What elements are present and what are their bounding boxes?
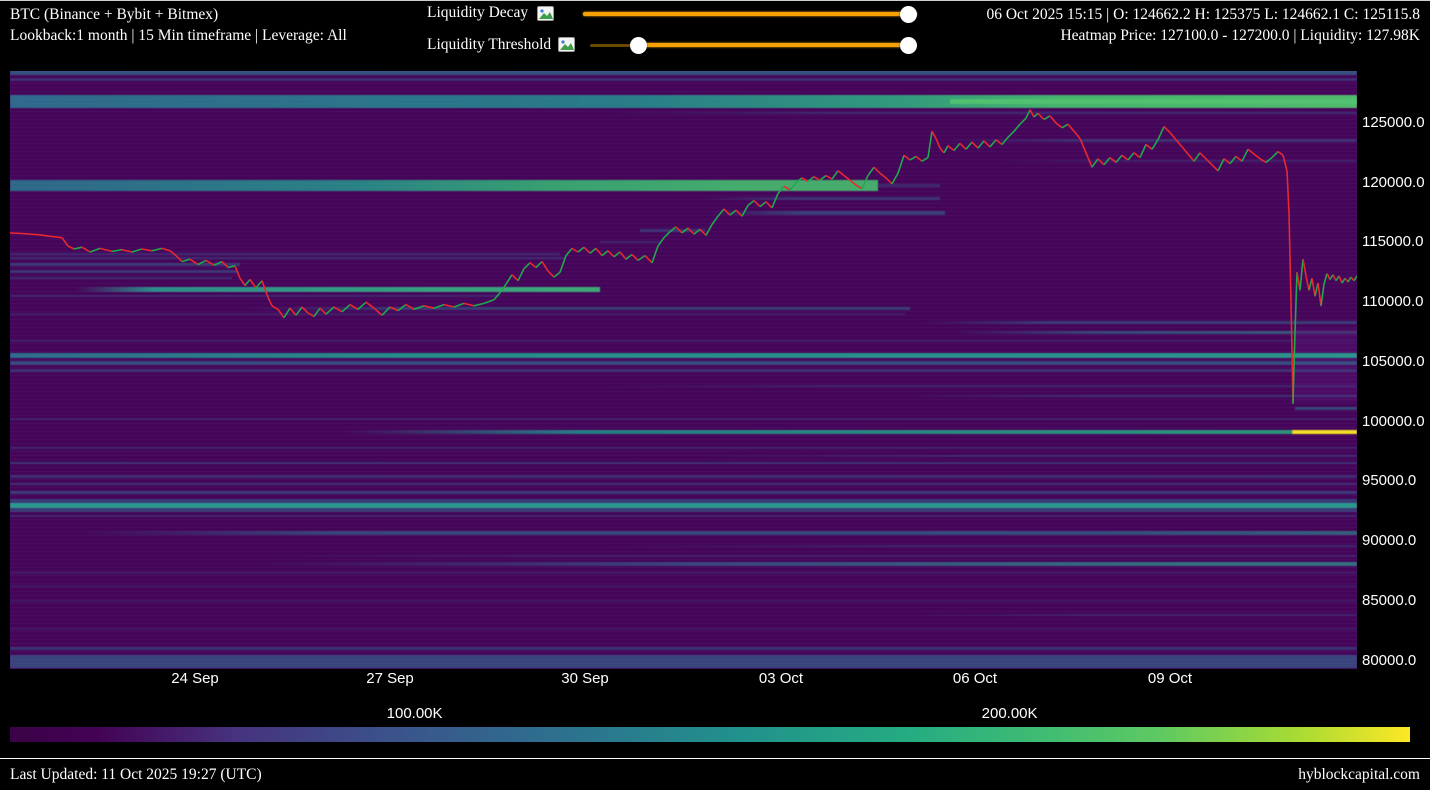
header-left: BTC (Binance + Bybit + Bitmex) Lookback:… (10, 4, 347, 46)
page-title: BTC (Binance + Bybit + Bitmex) (10, 4, 347, 25)
x-tick-label: 24 Sep (171, 670, 219, 687)
y-tick-label: 105000.0 (1362, 353, 1425, 370)
liquidity-decay-label: Liquidity Decay (427, 4, 528, 22)
colorbar-tick-label: 200.00K (982, 705, 1038, 722)
site-link[interactable]: hyblockcapital.com (1298, 766, 1420, 784)
y-tick-label: 125000.0 (1362, 114, 1425, 131)
colorbar-tick-label: 100.00K (387, 705, 443, 722)
price-axis: 125000.0 120000.0 115000.0 110000.0 105000.0… (1362, 71, 1430, 669)
y-tick-label: 90000.0 (1362, 532, 1416, 549)
header-right: 06 Oct 2025 15:15 | O: 124662.2 H: 12537… (986, 4, 1420, 46)
y-tick-label: 115000.0 (1362, 233, 1423, 250)
price-line (10, 71, 1357, 669)
liquidity-colorbar (10, 727, 1410, 742)
colorbar-labels: 100.00K 200.00K (10, 705, 1410, 725)
threshold-slider-fill (638, 43, 908, 47)
decay-slider-fill (583, 12, 917, 16)
broken-image-icon (537, 6, 554, 21)
date-axis: 24 Sep 27 Sep 30 Sep 03 Oct 06 Oct 09 Oct (10, 670, 1357, 692)
last-updated-text: Last Updated: 11 Oct 2025 19:27 (UTC) (10, 766, 262, 784)
footer-divider (0, 758, 1430, 759)
liquidity-threshold-slider-handle[interactable] (630, 37, 647, 54)
liquidity-threshold-slider-handle[interactable] (900, 37, 917, 54)
y-tick-label: 120000.0 (1362, 174, 1425, 191)
x-tick-label: 03 Oct (759, 670, 803, 687)
heatmap-price-readout: Heatmap Price: 127100.0 - 127200.0 | Liq… (986, 25, 1420, 46)
ohlc-readout: 06 Oct 2025 15:15 | O: 124662.2 H: 12537… (986, 4, 1420, 25)
x-tick-label: 27 Sep (366, 670, 414, 687)
y-tick-label: 110000.0 (1362, 293, 1423, 310)
liquidity-decay-slider-handle[interactable] (900, 6, 917, 23)
y-tick-label: 100000.0 (1362, 413, 1425, 430)
liquidity-threshold-label: Liquidity Threshold (427, 36, 551, 54)
y-tick-label: 80000.0 (1362, 652, 1416, 669)
y-tick-label: 95000.0 (1362, 472, 1416, 489)
liquidity-decay-slider[interactable] (583, 6, 917, 22)
heatmap-plot[interactable] (10, 71, 1357, 669)
x-tick-label: 30 Sep (561, 670, 609, 687)
page-subtitle: Lookback:1 month | 15 Min timeframe | Le… (10, 25, 347, 46)
x-tick-label: 09 Oct (1148, 670, 1192, 687)
broken-image-icon (558, 37, 575, 52)
y-tick-label: 85000.0 (1362, 592, 1416, 609)
liquidity-threshold-slider[interactable] (590, 37, 917, 53)
liquidation-heatmap-app: BTC (Binance + Bybit + Bitmex) Lookback:… (0, 0, 1430, 790)
x-tick-label: 06 Oct (953, 670, 997, 687)
